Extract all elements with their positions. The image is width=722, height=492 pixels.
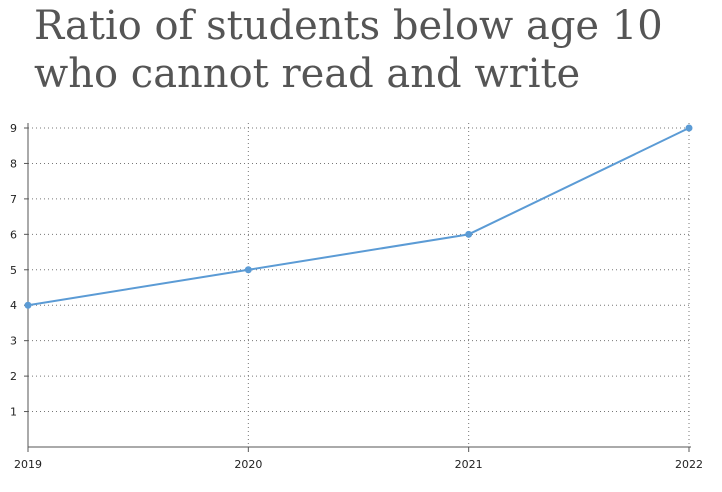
y-tick-label: 6 <box>10 228 17 241</box>
y-tick-label: 5 <box>10 264 17 277</box>
y-tick-labels: 1 2 3 4 5 6 7 8 9 <box>10 122 17 419</box>
chart-title: Ratio of students below age 10 who canno… <box>34 3 663 97</box>
axes <box>24 123 691 452</box>
y-tick-label: 9 <box>10 122 17 135</box>
y-tick-label: 7 <box>10 193 17 206</box>
y-tick-label: 3 <box>10 335 17 348</box>
series-line <box>27 127 690 307</box>
y-tick-label: 8 <box>10 157 17 170</box>
grid-lines <box>28 123 690 447</box>
series-group <box>24 124 693 309</box>
x-tick-label: 2019 <box>14 458 42 471</box>
y-tick-label: 2 <box>10 370 17 383</box>
x-tick-label: 2022 <box>675 458 703 471</box>
y-tick-label: 4 <box>10 299 17 312</box>
x-tick-labels: 2019 2020 2021 2022 <box>14 458 703 471</box>
data-point <box>24 301 32 309</box>
y-tick-label: 1 <box>10 406 17 419</box>
data-point <box>244 266 252 274</box>
data-point <box>465 230 473 238</box>
x-tick-label: 2021 <box>455 458 483 471</box>
x-tick-label: 2020 <box>234 458 262 471</box>
data-point <box>685 124 693 132</box>
